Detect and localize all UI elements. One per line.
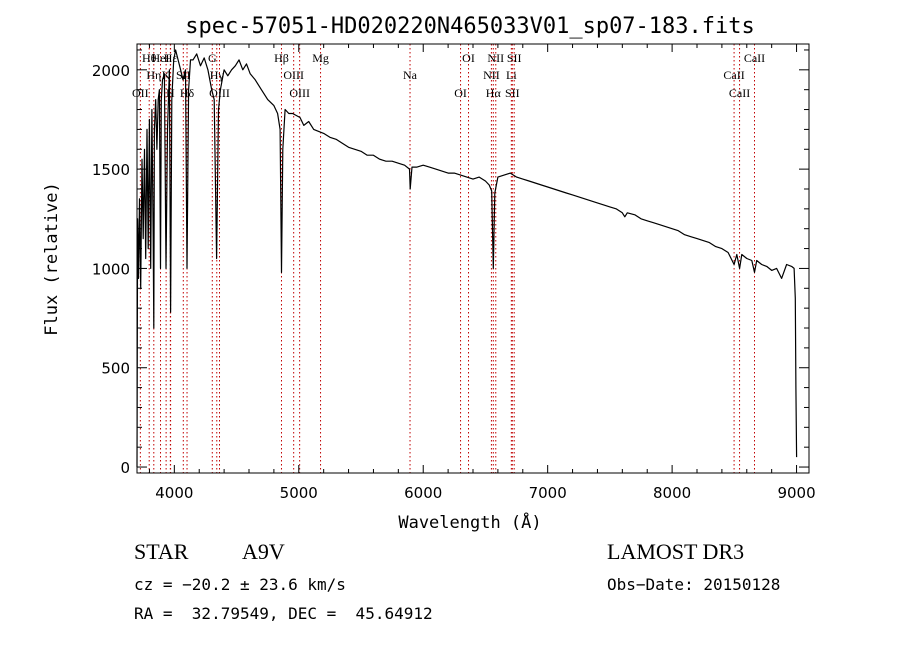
line-label-0: Hθ — [142, 51, 157, 65]
line-label-26: CaII — [729, 86, 750, 100]
line-label-9: G — [208, 51, 217, 65]
line-label-13: OIII — [283, 68, 304, 82]
line-label-8: Hδ — [180, 86, 195, 100]
line-label-1: Hη — [146, 68, 161, 82]
y-tick-label-0: 0 — [120, 459, 130, 477]
redshift-readout: cz = −20.2 ± 23.6 km/s — [134, 575, 346, 594]
line-label-7: SII — [176, 68, 191, 82]
line-label-19: NII — [483, 68, 500, 82]
line-label-22: Li — [506, 68, 517, 82]
line-label-2: OII — [132, 86, 149, 100]
line-label-10: Hγ — [210, 68, 225, 82]
line-label-15: Mg — [312, 51, 329, 65]
observation-date: Obs−Date: 20150128 — [607, 575, 781, 594]
line-label-25: CaII — [723, 68, 744, 82]
y-tick-label-1: 500 — [101, 360, 130, 378]
line-label-16: Na — [403, 68, 418, 82]
spectrum-series-line — [136, 49, 798, 468]
x-axis-label: Wavelength (Å) — [398, 511, 541, 533]
x-axis-ticks: 4000 5000 6000 7000 8000 9000 — [148, 44, 816, 502]
x-tick-label-4: 8000 — [653, 484, 691, 502]
x-tick-label-0: 4000 — [155, 484, 193, 502]
line-label-4: K — [162, 68, 171, 82]
line-label-20: Hα — [486, 86, 502, 100]
line-label-18: OI — [462, 51, 475, 65]
y-tick-label-4: 2000 — [92, 62, 130, 80]
y-tick-label-3: 1500 — [92, 161, 130, 179]
x-tick-label-2: 6000 — [404, 484, 442, 502]
x-tick-label-1: 5000 — [280, 484, 318, 502]
survey-name: LAMOST DR3 — [607, 539, 745, 564]
y-axis-label: Flux (relative) — [42, 182, 62, 336]
spectral-class: A9V — [242, 539, 285, 564]
y-axis-ticks: 0 500 1000 1500 2000 — [92, 49, 809, 477]
chart-title: spec-57051-HD020220N465033V01_sp07-183.f… — [185, 14, 755, 39]
line-label-3: HeI — [152, 51, 170, 65]
x-tick-label-5: 9000 — [777, 484, 815, 502]
plot-frame — [136, 43, 810, 474]
x-tick-label-3: 7000 — [529, 484, 567, 502]
line-label-23: SII — [505, 86, 520, 100]
y-tick-label-2: 1000 — [92, 260, 130, 278]
line-label-14: OIII — [289, 86, 310, 100]
object-type: STAR — [134, 539, 189, 564]
line-label-21: NII — [487, 51, 504, 65]
line-label-27: CaII — [744, 51, 765, 65]
line-label-5: H — [166, 86, 175, 100]
emission-line-markers — [139, 44, 755, 473]
emission-line-labels: HθHηOIIHeIKHHεSIIHδGHγOIIIHβOIIIOIIIMgNa… — [132, 51, 765, 100]
line-label-12: Hβ — [274, 51, 289, 65]
line-label-24: SII — [507, 51, 522, 65]
line-label-17: OI — [454, 86, 467, 100]
coordinates: RA = 32.79549, DEC = 45.64912 — [134, 604, 433, 623]
